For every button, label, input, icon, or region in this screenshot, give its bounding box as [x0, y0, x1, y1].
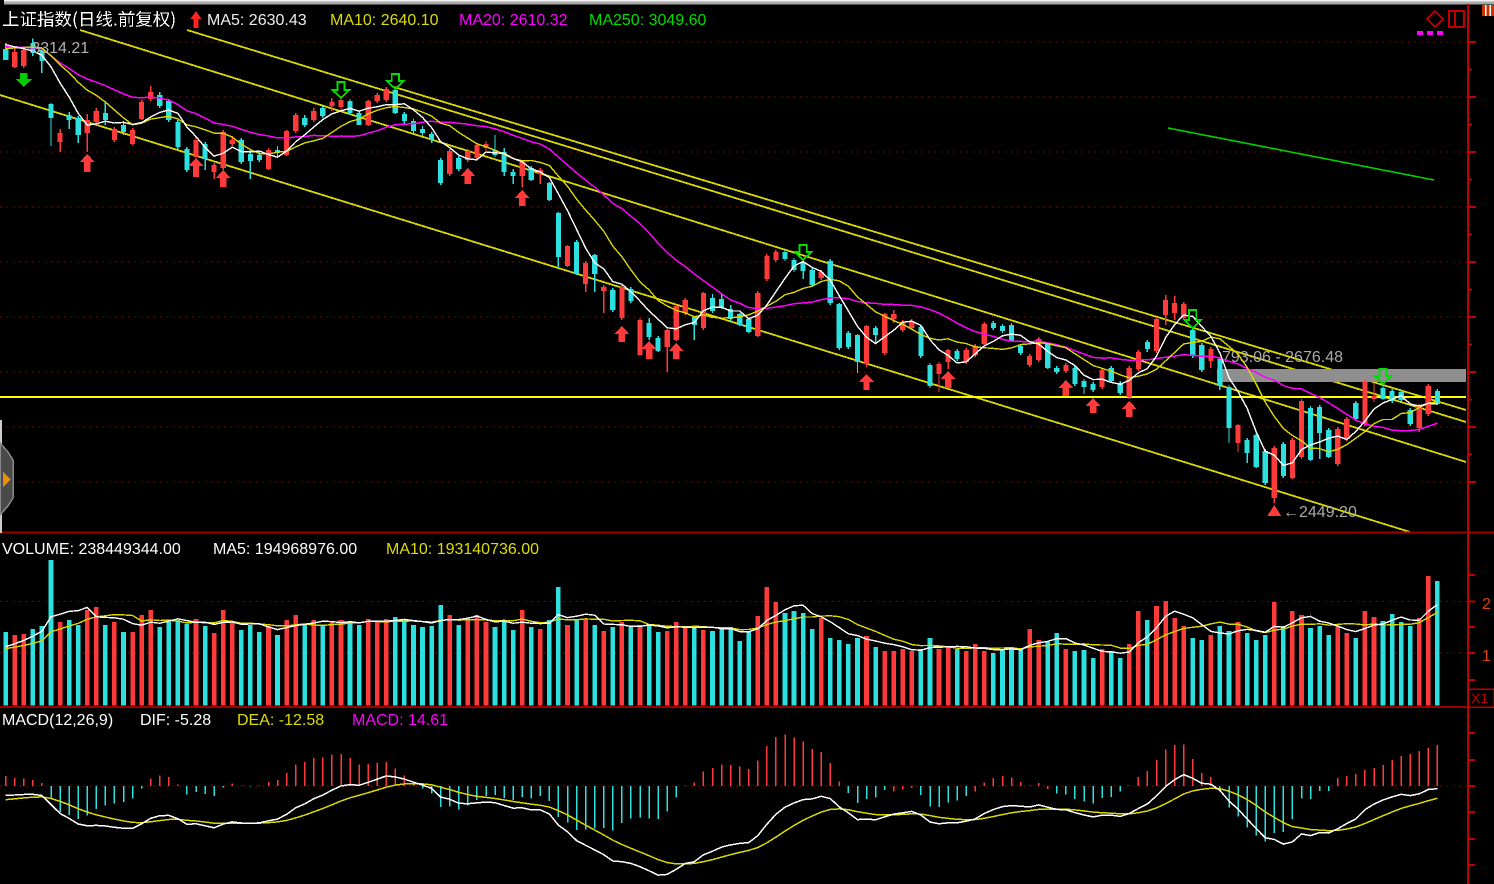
svg-text:X1: X1	[1471, 690, 1488, 706]
svg-text:MA250: 3049.60: MA250: 3049.60	[589, 12, 707, 29]
svg-text:2: 2	[1482, 596, 1491, 613]
svg-text:DEA: -12.58: DEA: -12.58	[237, 712, 324, 729]
svg-text:1: 1	[1482, 648, 1491, 665]
svg-text:MACD: 14.61: MACD: 14.61	[352, 712, 448, 729]
svg-text:MA5: 194968976.00: MA5: 194968976.00	[213, 541, 357, 558]
svg-text:MA5: 2630.43: MA5: 2630.43	[207, 12, 307, 29]
svg-text:MACD(12,26,9): MACD(12,26,9)	[2, 712, 113, 729]
svg-text:DIF: -5.28: DIF: -5.28	[140, 712, 211, 729]
svg-text:~3314.21: ~3314.21	[22, 40, 89, 57]
svg-text:VOLUME: 238449344.00: VOLUME: 238449344.00	[2, 541, 181, 558]
svg-text:793.06 - 2676.48: 793.06 - 2676.48	[1222, 349, 1343, 366]
svg-text:MA10: 193140736.00: MA10: 193140736.00	[386, 541, 539, 558]
svg-text:MA20: 2610.32: MA20: 2610.32	[459, 12, 568, 29]
svg-text:MA10: 2640.10: MA10: 2640.10	[330, 12, 439, 29]
svg-text:←2449.20: ←2449.20	[1283, 504, 1357, 521]
